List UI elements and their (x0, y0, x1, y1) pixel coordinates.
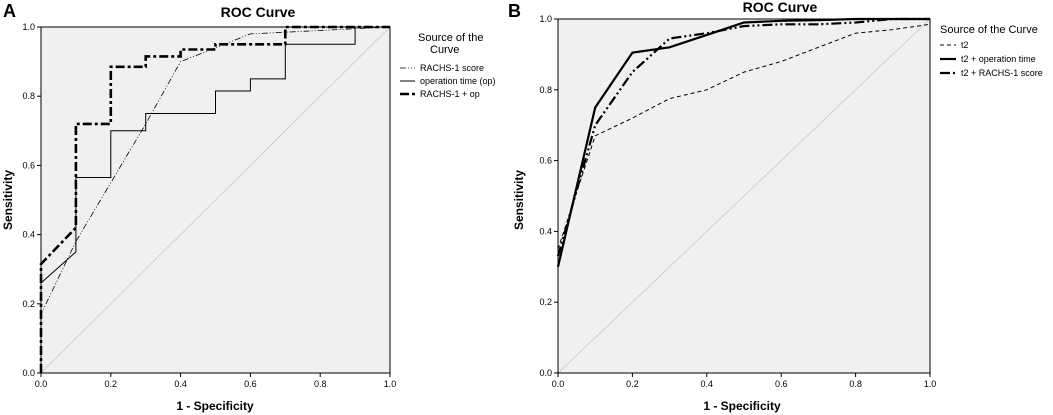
series-line-1 (557, 23, 931, 250)
y-tick-label: 1.0 (22, 22, 35, 32)
legend-entry: t2 + RACHS-1 score (961, 68, 1043, 78)
y-tick-label: 0.0 (539, 368, 552, 378)
x-axis-label: 1 - Specificity (703, 399, 781, 413)
y-tick-label: 0.4 (22, 230, 35, 240)
legend-entry: operation time (op) (420, 76, 496, 86)
x-tick-label: 0.2 (626, 379, 639, 389)
x-tick-label: 0.8 (849, 379, 862, 389)
legend-entry: t2 (961, 40, 969, 50)
chart-title: ROC Curve (221, 4, 296, 20)
y-tick-label: 0.4 (539, 226, 552, 236)
y-axis-label: Sensitivity (1, 170, 15, 230)
legend-title: Source of the Curve (940, 24, 1038, 36)
y-tick-label: 0.2 (539, 297, 552, 307)
x-tick-label: 0.4 (701, 379, 714, 389)
y-tick-label: 0.8 (22, 91, 35, 101)
x-tick-label: 1.0 (924, 379, 937, 389)
panel-letter: B (508, 1, 521, 21)
legend-entry: t2 + operation time (961, 54, 1036, 64)
x-tick-label: 0.2 (105, 379, 118, 389)
y-tick-label: 0.6 (22, 160, 35, 170)
legend-title: Source of the (418, 32, 483, 44)
reference-diagonal (557, 18, 931, 374)
series-line-1 (40, 26, 391, 373)
x-tick-label: 0.8 (314, 379, 327, 389)
x-tick-label: 0.6 (775, 379, 788, 389)
legend-entry: RACHS-1 score (420, 63, 484, 73)
legend: Source of the Curve t2 t2 + operation time… (940, 24, 1043, 78)
reference-diagonal (40, 26, 391, 374)
panel-a: A ROC Curve 0.0 0.2 0.4 0.6 0.8 1.0 0.0 0.2 0.4 0.6… (1, 1, 496, 413)
panel-b: B ROC Curve 0.0 0.2 0.4 0.6 0.8 1.0 0.0 0.2 0.4 0.6… (508, 0, 1043, 413)
series-line-3 (39, 25, 390, 373)
x-tick-label: 0.4 (174, 379, 187, 389)
x-tick-label: 0.0 (35, 379, 48, 389)
y-tick-label: 0.6 (539, 156, 552, 166)
legend-title: Curve (430, 44, 459, 56)
plot-area (40, 26, 391, 374)
x-tick-label: 0.6 (244, 379, 257, 389)
x-axis-label: 1 - Specificity (176, 399, 254, 413)
y-axis-label: Sensitivity (512, 170, 526, 230)
x-tick-label: 0.0 (552, 379, 565, 389)
series-line-3 (556, 17, 930, 257)
y-tick-label: 0.0 (22, 368, 35, 378)
y-tick-label: 1.0 (539, 14, 552, 24)
chart-title: ROC Curve (743, 0, 818, 15)
y-tick-label: 0.8 (539, 85, 552, 95)
plot-area (557, 18, 931, 374)
x-tick-label: 1.0 (384, 379, 397, 389)
panel-letter: A (3, 1, 16, 21)
legend-entry: RACHS-1 + op (420, 89, 480, 99)
y-tick-label: 0.2 (22, 299, 35, 309)
